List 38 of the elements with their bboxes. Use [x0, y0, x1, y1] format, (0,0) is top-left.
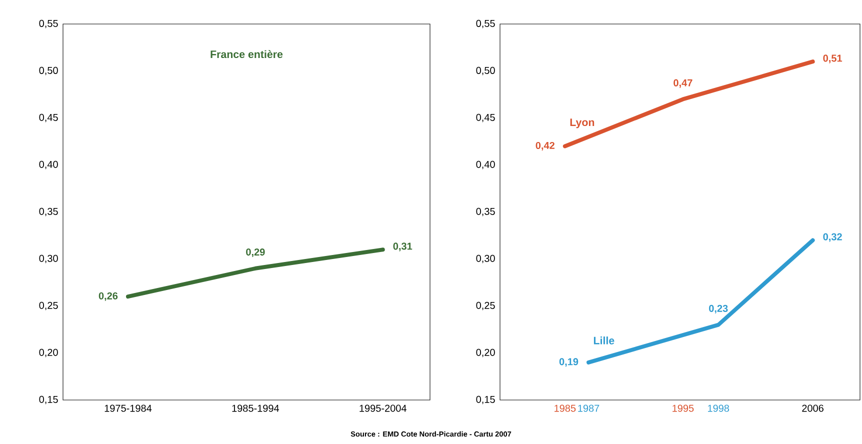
data-label: 0,26 [98, 292, 118, 301]
x-tick-label: 1975-1984 [104, 404, 152, 412]
x-tick-label: 1995-2004 [360, 404, 406, 412]
series-label: Lille [594, 336, 614, 344]
series-label: Lyon [570, 118, 594, 128]
y-tick-label: 0,40 [476, 160, 495, 170]
y-tick-label: 0,35 [476, 208, 495, 216]
x-tick-label: 1985 [554, 404, 576, 412]
y-tick-label: 0,50 [476, 66, 495, 76]
y-tick-label: 0,30 [39, 254, 58, 264]
y-tick-label: 0,55 [476, 20, 495, 28]
data-label: 0,32 [823, 233, 842, 242]
y-tick-label: 0,25 [476, 302, 495, 310]
y-tick-label: 0,45 [39, 114, 58, 122]
data-label: 0,47 [674, 79, 692, 88]
y-tick-label: 0,30 [476, 254, 495, 264]
x-tick-label: 1995 [672, 404, 694, 412]
y-tick-label: 0,20 [476, 348, 495, 358]
y-tick-label: 0,20 [39, 348, 58, 358]
data-label: 0,23 [709, 304, 728, 314]
y-tick-label: 0,15 [476, 396, 495, 404]
x-tick-label: 1987 [578, 404, 600, 412]
text: France entière [210, 50, 283, 58]
y-tick-label: 0,55 [39, 20, 58, 28]
data-label: 0,29 [246, 248, 265, 258]
data-label: 0,42 [536, 142, 554, 150]
y-tick-label: 0,35 [39, 208, 58, 216]
y-tick-label: 0,45 [476, 114, 495, 122]
y-tick-label: 0,40 [39, 160, 58, 170]
x-tick-label: 1998 [708, 404, 730, 412]
data-label: 0,51 [823, 54, 842, 64]
data-label: 0,19 [559, 358, 578, 367]
x-tick-label: 2006 [802, 404, 824, 412]
x-tick-label: 1985-1994 [232, 404, 280, 412]
y-tick-label: 0,25 [39, 302, 58, 310]
data-label: 0,31 [393, 242, 412, 252]
y-tick-label: 0,15 [39, 396, 58, 404]
y-tick-label: 0,50 [39, 66, 58, 76]
